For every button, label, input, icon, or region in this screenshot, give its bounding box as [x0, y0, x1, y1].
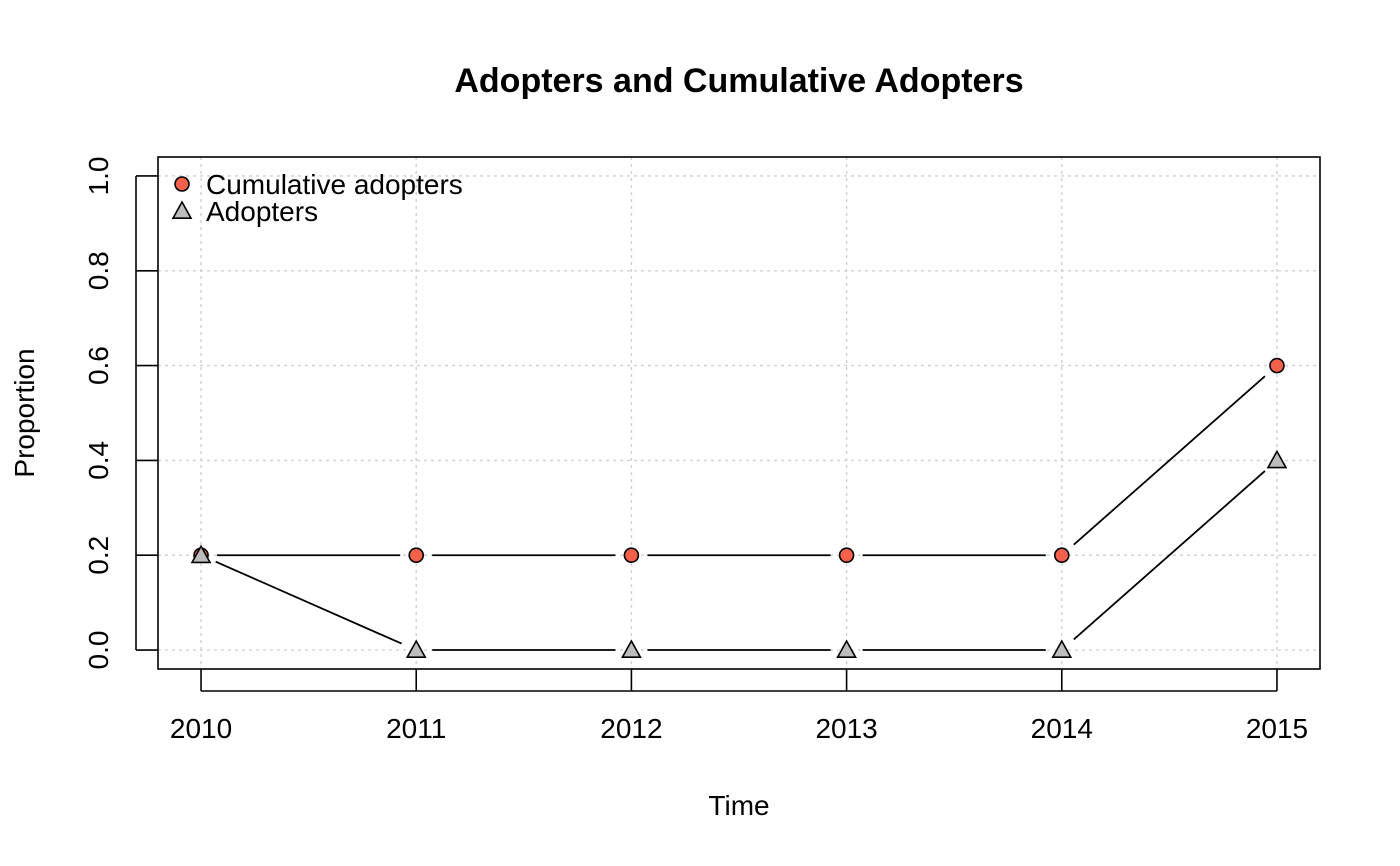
y-tick-label-0.8: 0.8 — [83, 251, 114, 290]
y-tick-label-0.2: 0.2 — [83, 536, 114, 575]
point-cumulative-2014 — [1053, 547, 1070, 564]
point-cumulative-2015 — [1269, 357, 1285, 374]
series-lines — [215, 375, 1266, 651]
plot-frame — [157, 156, 1321, 670]
point-cumulative-2012 — [623, 547, 640, 564]
y-tick-label-1.0: 1.0 — [83, 156, 114, 195]
point-adopters-2010 — [190, 544, 212, 564]
legend-marker-0 — [174, 176, 190, 192]
y-axis: 0.0 0.2 0.4 0.6 0.8 1.0 — [83, 156, 158, 670]
grid-layer — [158, 157, 1320, 669]
point-adopters-2013 — [836, 639, 857, 659]
x-tick-label-2011: 2011 — [386, 713, 446, 744]
series-markers — [190, 357, 1288, 659]
series-1-segment-0 — [215, 560, 402, 645]
chart-title: Adopters and Cumulative Adopters — [454, 62, 1023, 100]
x-axis-label: Time — [708, 790, 769, 821]
x-tick-label-2015: 2015 — [1246, 713, 1308, 744]
x-axis: 2010 2011 2012 2013 2014 2015 — [170, 669, 1308, 744]
y-tick-label-0.4: 0.4 — [83, 441, 114, 480]
point-adopters-2011 — [405, 639, 427, 659]
legend-marker-1 — [171, 200, 193, 219]
y-axis-label: Proportion — [9, 348, 40, 477]
series-1-segment-4 — [1073, 470, 1266, 641]
x-tick-label-2012: 2012 — [600, 713, 662, 744]
point-cumulative-2013 — [838, 547, 855, 564]
point-adopters-2015 — [1266, 449, 1288, 469]
x-tick-label-2013: 2013 — [815, 713, 877, 744]
x-tick-label-2010: 2010 — [170, 713, 232, 744]
y-tick-label-0.0: 0.0 — [83, 631, 114, 670]
point-cumulative-2011 — [408, 547, 425, 564]
series-0-segment-4 — [1073, 375, 1266, 546]
x-tick-label-2014: 2014 — [1031, 713, 1093, 744]
legend-label-1: Adopters — [206, 196, 318, 227]
legend-label-0: Cumulative adopters — [206, 169, 463, 200]
point-adopters-2014 — [1051, 639, 1073, 659]
y-tick-label-0.6: 0.6 — [83, 346, 114, 385]
point-adopters-2012 — [621, 639, 642, 659]
